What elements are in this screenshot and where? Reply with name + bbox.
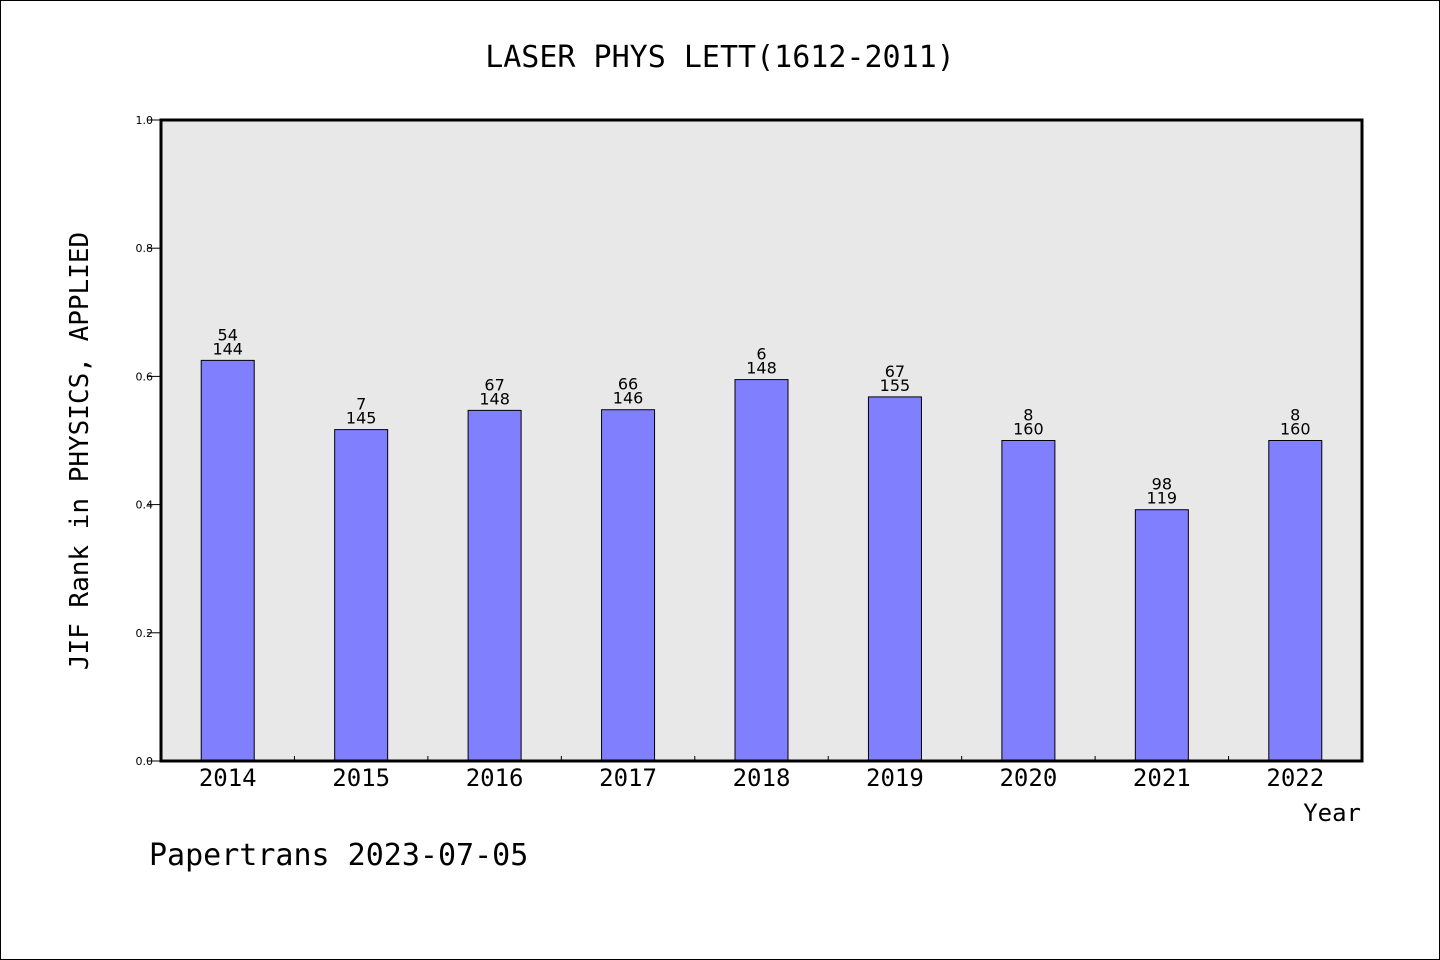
y-tick-label: 0.8 bbox=[136, 242, 154, 255]
data-label-rank: 66 bbox=[618, 375, 638, 394]
footer-watermark: Papertrans 2023-07-05 bbox=[149, 838, 528, 873]
bar-2021 bbox=[1134, 509, 1189, 762]
x-tick-label: 2020 bbox=[999, 764, 1057, 792]
data-label-rank: 98 bbox=[1152, 475, 1172, 494]
y-tick-label: 0.6 bbox=[136, 370, 154, 383]
y-tick-label: 1.0 bbox=[136, 114, 154, 127]
data-label-rank: 67 bbox=[885, 362, 905, 381]
y-tick-label: 0.0 bbox=[136, 755, 154, 768]
x-tick-label: 2015 bbox=[332, 764, 390, 792]
bar-series bbox=[200, 359, 1323, 762]
data-label-total: 148 bbox=[746, 359, 777, 378]
plot-frame bbox=[159, 118, 1364, 763]
bar-2020 bbox=[1001, 440, 1056, 762]
x-tick-label: 2018 bbox=[733, 764, 791, 792]
data-label-rank: 8 bbox=[1023, 406, 1033, 425]
bar-2015 bbox=[334, 429, 389, 762]
y-tick-label: 0.2 bbox=[136, 627, 154, 640]
x-axis: 2014 2015 2016 2017 2018 2019 2020 2021 2022 bbox=[199, 756, 1324, 792]
bar-2019 bbox=[867, 396, 922, 762]
bar-2022 bbox=[1268, 440, 1323, 762]
y-axis-label: JIF Rank in PHYSICS, APPLIED bbox=[65, 232, 95, 670]
data-label-total: 160 bbox=[1280, 420, 1311, 439]
bar-2016 bbox=[467, 409, 522, 762]
data-label-rank: 54 bbox=[218, 325, 238, 344]
data-label-total: 148 bbox=[479, 389, 510, 408]
bar-2018 bbox=[734, 379, 789, 762]
data-label-total: 145 bbox=[346, 409, 377, 428]
data-label-total: 160 bbox=[1013, 420, 1044, 439]
x-tick-label: 2019 bbox=[866, 764, 924, 792]
x-tick-label: 2014 bbox=[199, 764, 257, 792]
bar-2017 bbox=[601, 409, 656, 762]
chart-title: LASER PHYS LETT(1612-2011) bbox=[485, 40, 955, 75]
data-label-rank: 67 bbox=[484, 375, 504, 394]
data-label-rank: 7 bbox=[356, 395, 366, 414]
data-label-total: 155 bbox=[880, 376, 911, 395]
data-label-rank: 8 bbox=[1290, 406, 1300, 425]
data-label-rank: 6 bbox=[756, 345, 766, 364]
data-label-total: 144 bbox=[212, 339, 243, 358]
x-tick-label: 2016 bbox=[466, 764, 524, 792]
y-axis: 0.0 0.2 0.4 0.6 0.8 1.0 bbox=[136, 114, 161, 768]
x-tick-label: 2022 bbox=[1266, 764, 1324, 792]
x-tick-label: 2021 bbox=[1133, 764, 1191, 792]
data-label-total: 119 bbox=[1147, 489, 1178, 508]
x-tick-label: 2017 bbox=[599, 764, 657, 792]
y-tick-label: 0.4 bbox=[136, 499, 154, 512]
bar-2014 bbox=[200, 359, 255, 762]
x-axis-label: Year bbox=[1303, 799, 1361, 827]
data-label-total: 146 bbox=[613, 389, 644, 408]
